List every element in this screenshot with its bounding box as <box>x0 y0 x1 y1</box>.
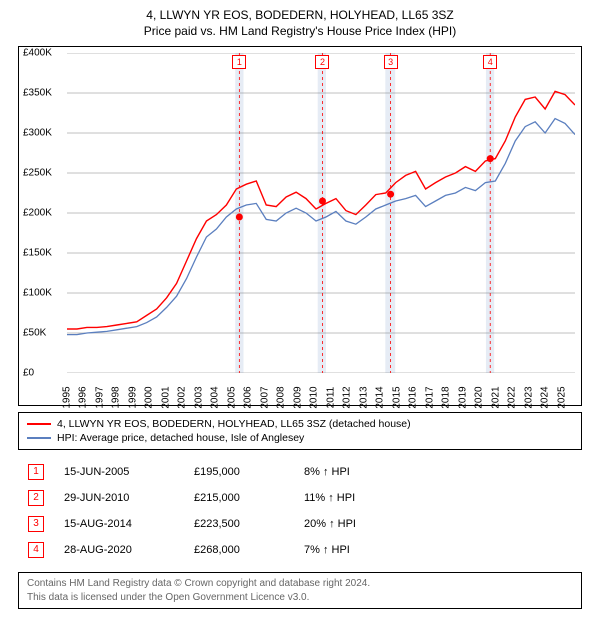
sale-pct: 8% ↑ HPI <box>294 462 582 482</box>
x-tick-label: 2023 <box>523 383 534 413</box>
sale-date: 15-AUG-2014 <box>54 514 184 534</box>
x-tick-label: 2005 <box>226 383 237 413</box>
legend-item: HPI: Average price, detached house, Isle… <box>27 431 573 445</box>
sale-marker-cell: 1 <box>18 462 54 482</box>
legend-swatch <box>27 437 51 439</box>
x-tick-label: 1997 <box>94 383 105 413</box>
x-tick-label: 1999 <box>127 383 138 413</box>
y-tick-label: £150K <box>23 248 52 259</box>
sale-pct: 20% ↑ HPI <box>294 514 582 534</box>
y-tick-label: £250K <box>23 168 52 179</box>
legend-item: 4, LLWYN YR EOS, BODEDERN, HOLYHEAD, LL6… <box>27 417 573 431</box>
sale-price: £195,000 <box>184 462 294 482</box>
x-tick-label: 2012 <box>342 383 353 413</box>
sale-date: 28-AUG-2020 <box>54 540 184 560</box>
sale-row: 4 28-AUG-2020£268,0007% ↑ HPI <box>18 540 582 560</box>
chart-title: 4, LLWYN YR EOS, BODEDERN, HOLYHEAD, LL6… <box>8 8 592 22</box>
y-tick-label: £100K <box>23 288 52 299</box>
x-tick-label: 2021 <box>490 383 501 413</box>
x-tick-label: 2008 <box>276 383 287 413</box>
sale-marker-box: 1 <box>232 55 246 69</box>
x-tick-label: 2011 <box>325 383 336 413</box>
x-tick-label: 2009 <box>292 383 303 413</box>
legend: 4, LLWYN YR EOS, BODEDERN, HOLYHEAD, LL6… <box>18 412 582 450</box>
x-tick-label: 2003 <box>193 383 204 413</box>
sale-marker-box: 2 <box>315 55 329 69</box>
sale-marker: 3 <box>28 516 44 532</box>
chart-svg <box>67 53 575 373</box>
x-tick-label: 2024 <box>540 383 551 413</box>
footnote: Contains HM Land Registry data © Crown c… <box>18 572 582 609</box>
sale-price: £223,500 <box>184 514 294 534</box>
legend-swatch <box>27 423 51 425</box>
y-tick-label: £0 <box>23 368 34 379</box>
x-tick-label: 2013 <box>358 383 369 413</box>
sale-marker: 1 <box>28 464 44 480</box>
x-tick-label: 2014 <box>375 383 386 413</box>
sales-table: 1 15-JUN-2005£195,0008% ↑ HPI 2 29-JUN-2010… <box>18 456 582 566</box>
x-tick-label: 2020 <box>474 383 485 413</box>
y-tick-label: £200K <box>23 208 52 219</box>
sale-marker-box: 4 <box>483 55 497 69</box>
sale-marker-box: 3 <box>384 55 398 69</box>
sale-row: 1 15-JUN-2005£195,0008% ↑ HPI <box>18 462 582 482</box>
footnote-line2: This data is licensed under the Open Gov… <box>27 591 573 605</box>
sale-marker: 4 <box>28 542 44 558</box>
legend-label: 4, LLWYN YR EOS, BODEDERN, HOLYHEAD, LL6… <box>57 418 411 430</box>
sale-pct: 7% ↑ HPI <box>294 540 582 560</box>
sale-marker: 2 <box>28 490 44 506</box>
x-tick-label: 2015 <box>391 383 402 413</box>
sale-row: 2 29-JUN-2010£215,00011% ↑ HPI <box>18 488 582 508</box>
sale-pct: 11% ↑ HPI <box>294 488 582 508</box>
x-tick-label: 2007 <box>259 383 270 413</box>
x-tick-label: 1995 <box>62 383 73 413</box>
sale-marker-cell: 4 <box>18 540 54 560</box>
y-tick-label: £50K <box>23 328 46 339</box>
chart-container: £0 £50K £100K £150K £200K £250K £300K £350K £400… <box>18 46 582 406</box>
sale-row: 3 15-AUG-2014£223,50020% ↑ HPI <box>18 514 582 534</box>
sale-date: 29-JUN-2010 <box>54 488 184 508</box>
sale-marker-cell: 3 <box>18 514 54 534</box>
x-tick-label: 2025 <box>556 383 567 413</box>
x-tick-label: 2022 <box>507 383 518 413</box>
x-tick-label: 2019 <box>457 383 468 413</box>
sale-price: £268,000 <box>184 540 294 560</box>
y-tick-label: £400K <box>23 48 52 59</box>
x-tick-label: 2018 <box>441 383 452 413</box>
x-tick-label: 2016 <box>408 383 419 413</box>
sale-marker-cell: 2 <box>18 488 54 508</box>
x-tick-label: 2004 <box>210 383 221 413</box>
x-tick-label: 2017 <box>424 383 435 413</box>
x-tick-label: 2000 <box>144 383 155 413</box>
x-tick-label: 1996 <box>78 383 89 413</box>
x-tick-label: 1998 <box>111 383 122 413</box>
plot-area <box>67 53 575 373</box>
x-tick-label: 2010 <box>309 383 320 413</box>
footnote-line1: Contains HM Land Registry data © Crown c… <box>27 577 573 591</box>
x-tick-label: 2006 <box>243 383 254 413</box>
x-tick-label: 2002 <box>177 383 188 413</box>
y-tick-label: £350K <box>23 88 52 99</box>
chart-subtitle: Price paid vs. HM Land Registry's House … <box>8 24 592 38</box>
legend-label: HPI: Average price, detached house, Isle… <box>57 432 304 444</box>
x-tick-label: 2001 <box>160 383 171 413</box>
sale-date: 15-JUN-2005 <box>54 462 184 482</box>
sale-price: £215,000 <box>184 488 294 508</box>
y-tick-label: £300K <box>23 128 52 139</box>
